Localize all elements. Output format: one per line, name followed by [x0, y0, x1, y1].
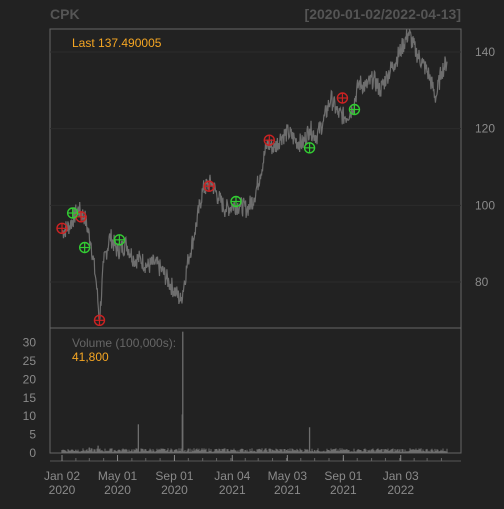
price-y-axis: 80 100 120 140 [475, 45, 495, 289]
x-tick-label: Sep 01 [155, 469, 193, 483]
price-panel-frame [49, 28, 462, 329]
price-legend-label: Last [72, 36, 95, 50]
price-legend: Last 137.490005 [72, 36, 162, 50]
chart-symbol: CPK [50, 6, 80, 22]
chart-date-range: [2020-01-02/2022-04-13] [305, 6, 461, 22]
price-y-tick-label: 80 [475, 275, 489, 289]
volume-y-tick-label: 30 [23, 336, 37, 350]
price-panel: 80 100 120 140 Last 137.490005 [49, 28, 495, 329]
sell-signal-marker [263, 134, 276, 146]
price-grid [50, 51, 461, 283]
buy-signal-marker [230, 195, 242, 208]
sell-signal-marker [56, 222, 68, 235]
buy-signal-marker [66, 207, 79, 219]
volume-panel: 0 5 10 15 20 25 30 Volume (100,000s): 41,800 [23, 327, 462, 460]
buy-signal-marker [303, 142, 316, 154]
x-tick-label: May 01 [98, 469, 138, 483]
x-tick-label: May 03 [268, 469, 308, 483]
sell-signal-marker [93, 314, 106, 327]
price-y-tick-label: 120 [475, 122, 495, 136]
signal-markers [56, 92, 361, 327]
volume-y-tick-label: 0 [29, 446, 36, 460]
price-y-tick-label: 100 [475, 198, 495, 212]
volume-y-tick-label: 25 [23, 354, 37, 368]
sell-signal-marker [203, 180, 215, 192]
sell-signal-marker [336, 92, 349, 104]
buy-signal-marker [78, 241, 91, 254]
x-tick-label: Jan 03 [383, 469, 419, 483]
x-tick-year-label: 2020 [161, 483, 188, 497]
buy-signal-marker [348, 103, 361, 116]
price-series-line [61, 29, 448, 323]
x-tick-label: Jan 04 [214, 469, 250, 483]
volume-y-axis: 0 5 10 15 20 25 30 [23, 336, 37, 460]
x-tick-label: Jan 02 [44, 469, 80, 483]
buy-signal-marker [113, 234, 126, 246]
volume-bars [61, 331, 448, 453]
volume-legend-label: Volume (100,000s): [72, 336, 176, 350]
x-tick-year-label: 2020 [104, 483, 131, 497]
price-y-tick-label: 140 [475, 45, 495, 59]
x-tick-year-label: 2020 [49, 483, 76, 497]
x-tick-year-label: 2021 [219, 483, 246, 497]
x-tick-year-label: 2021 [330, 483, 357, 497]
volume-y-tick-label: 15 [23, 391, 37, 405]
volume-y-tick-label: 10 [23, 409, 37, 423]
volume-y-tick-label: 20 [23, 372, 37, 386]
x-tick-year-label: 2021 [274, 483, 301, 497]
price-last-value: 137.490005 [98, 36, 162, 50]
volume-y-tick-label: 5 [29, 428, 36, 442]
x-tick-label: Sep 01 [324, 469, 362, 483]
x-tick-year-label: 2022 [387, 483, 414, 497]
volume-last-value: 41,800 [72, 350, 109, 364]
